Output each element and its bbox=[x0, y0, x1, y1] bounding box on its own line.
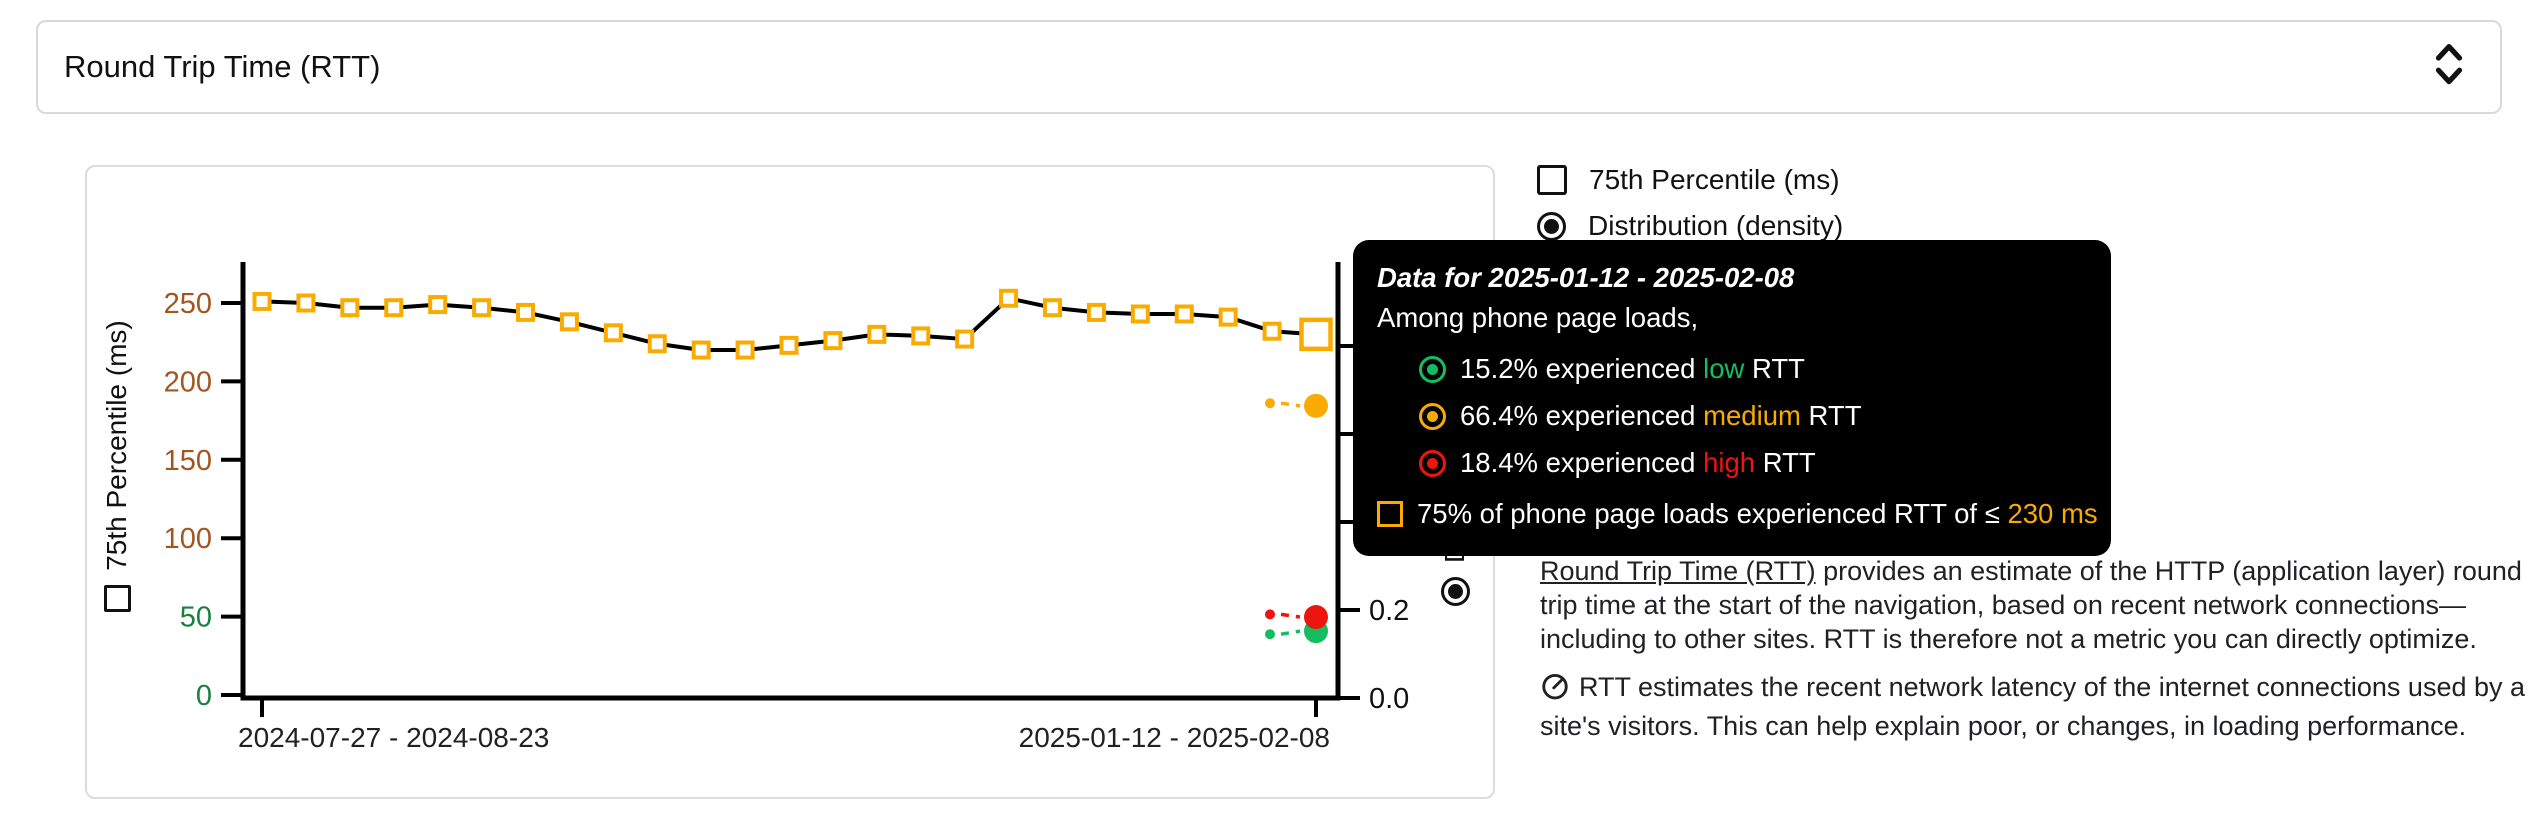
data-point-marker[interactable] bbox=[735, 340, 755, 360]
high-density-trend-line bbox=[1280, 612, 1301, 619]
chart-tooltip: Data for 2025-01-12 - 2025-02-08 Among p… bbox=[1353, 240, 2111, 556]
rtt-definition-paragraph: Round Trip Time (RTT) provides an estima… bbox=[1540, 554, 2532, 656]
percentile-checkbox-label: 75th Percentile (ms) bbox=[1589, 164, 1840, 195]
data-point-marker[interactable] bbox=[1043, 298, 1062, 318]
data-point-marker[interactable] bbox=[1262, 321, 1282, 341]
percentile-checkbox[interactable] bbox=[1537, 165, 1567, 195]
y-axis-left-title: 75th Percentile (ms) bbox=[99, 306, 135, 626]
chart-card bbox=[85, 165, 1495, 799]
density-tick-label: 0.2 bbox=[1369, 595, 1409, 627]
legend-item-percentile[interactable]: 75th Percentile (ms) bbox=[1537, 163, 1843, 197]
hovered-data-point-marker[interactable] bbox=[1299, 317, 1333, 352]
data-point-marker[interactable] bbox=[911, 326, 931, 346]
data-point-marker[interactable] bbox=[955, 329, 975, 349]
rtt-note-text: RTT estimates the recent network latency… bbox=[1540, 672, 2526, 741]
data-point-marker[interactable] bbox=[823, 331, 843, 351]
data-point-marker[interactable] bbox=[516, 302, 535, 322]
data-point-marker[interactable] bbox=[296, 293, 316, 313]
low-density-trend-line bbox=[1280, 629, 1301, 636]
square-marker-icon bbox=[103, 584, 131, 612]
metric-description: Round Trip Time (RTT) provides an estima… bbox=[1540, 554, 2532, 757]
tooltip-summary-text: 75% of phone page loads experienced RTT … bbox=[1417, 498, 2008, 529]
data-point-marker[interactable] bbox=[472, 298, 492, 318]
data-point-marker[interactable] bbox=[867, 324, 887, 344]
density-tick-label: 0.0 bbox=[1369, 683, 1409, 715]
rtt-definition-text: provides an estimate of the HTTP (applic… bbox=[1540, 556, 2522, 654]
medium-density-marker[interactable] bbox=[1304, 393, 1328, 418]
series-legend: 75th Percentile (ms) Distribution (densi… bbox=[1537, 163, 1843, 243]
legend-item-distribution[interactable]: Distribution (density) bbox=[1537, 209, 1843, 243]
x-axis-label-first: 2024-07-27 - 2024-08-23 bbox=[238, 722, 549, 753]
data-point-marker[interactable] bbox=[691, 340, 711, 360]
medium-density-dot-icon bbox=[1419, 402, 1446, 430]
data-point-marker[interactable] bbox=[1086, 302, 1106, 322]
data-point-marker[interactable] bbox=[340, 298, 360, 318]
rtt-docs-link[interactable]: Round Trip Time (RTT) bbox=[1540, 556, 1816, 586]
data-point-marker[interactable] bbox=[384, 298, 404, 318]
tooltip-row: 18.4% experienced high RTT bbox=[1419, 447, 2091, 479]
y-tick-label: 0 bbox=[196, 680, 212, 712]
y-tick-label: 50 bbox=[180, 602, 212, 634]
percentile-square-icon bbox=[1377, 501, 1403, 527]
medium-density-trend-line bbox=[1280, 401, 1301, 408]
tooltip-summary-value: 230 ms bbox=[2007, 498, 2098, 529]
speedometer-icon bbox=[1540, 671, 1570, 709]
radio-marker-icon bbox=[1440, 577, 1470, 606]
y-axis-left-title-text: 75th Percentile (ms) bbox=[101, 320, 132, 571]
high-density-marker[interactable] bbox=[1304, 605, 1328, 630]
high-density-prev-dot bbox=[1265, 609, 1275, 620]
metric-select-label: Round Trip Time (RTT) bbox=[64, 49, 381, 84]
distribution-radio-label: Distribution (density) bbox=[1588, 210, 1844, 241]
tooltip-title: Data for 2025-01-12 - 2025-02-08 bbox=[1377, 262, 1795, 293]
data-point-marker[interactable] bbox=[1130, 304, 1150, 324]
data-point-marker[interactable] bbox=[1218, 307, 1238, 327]
distribution-radio[interactable] bbox=[1537, 211, 1566, 241]
data-point-marker[interactable] bbox=[999, 288, 1019, 308]
data-point-marker[interactable] bbox=[559, 312, 579, 332]
y-tick-label: 150 bbox=[164, 445, 212, 477]
rtt-note-paragraph: RTT estimates the recent network latency… bbox=[1540, 670, 2532, 743]
x-axis-label-last: 2025-01-12 - 2025-02-08 bbox=[1019, 722, 1330, 753]
unfold-arrows-icon bbox=[2428, 38, 2470, 97]
data-point-marker[interactable] bbox=[1174, 304, 1194, 324]
tooltip-row: 66.4% experienced medium RTT bbox=[1419, 400, 2091, 432]
data-point-marker[interactable] bbox=[603, 323, 623, 343]
low-density-prev-dot bbox=[1265, 629, 1275, 640]
y-tick-label: 200 bbox=[164, 366, 212, 398]
data-point-marker[interactable] bbox=[252, 291, 272, 311]
medium-density-prev-dot bbox=[1265, 398, 1275, 409]
y-tick-label: 100 bbox=[164, 523, 212, 555]
tooltip-row: 15.2% experienced low RTT bbox=[1419, 353, 2091, 385]
high-density-dot-icon bbox=[1419, 449, 1446, 477]
data-point-marker[interactable] bbox=[779, 335, 799, 355]
tooltip-subtitle: Among phone page loads, bbox=[1377, 302, 1699, 333]
y-tick-label: 250 bbox=[164, 288, 212, 320]
data-point-marker[interactable] bbox=[428, 295, 448, 315]
metric-select[interactable]: Round Trip Time (RTT) bbox=[36, 20, 2502, 114]
low-density-dot-icon bbox=[1419, 355, 1446, 383]
data-point-marker[interactable] bbox=[647, 334, 667, 354]
tooltip-rows: 15.2% experienced low RTT 66.4% experienc… bbox=[1377, 353, 2091, 479]
tooltip-summary: 75% of phone page loads experienced RTT … bbox=[1377, 498, 2098, 530]
